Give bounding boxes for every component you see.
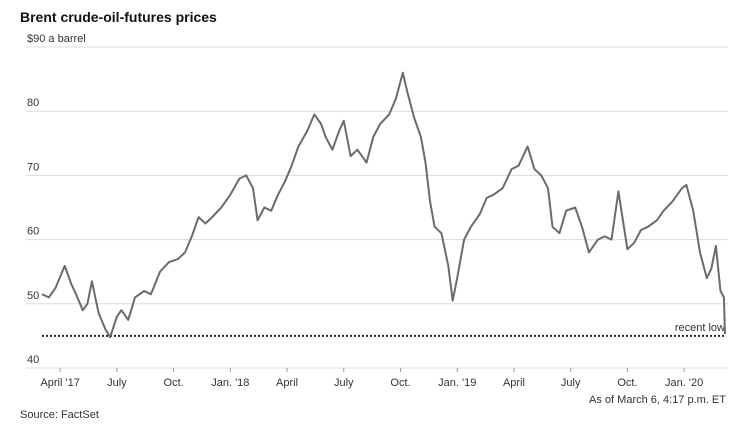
x-tick-label: July <box>107 377 127 389</box>
x-tick-label: July <box>561 377 581 389</box>
y-tick-label: $90 a barrel <box>27 33 86 45</box>
x-tick-label: April <box>503 377 525 389</box>
y-tick-label: 40 <box>27 354 39 366</box>
y-tick-label: 70 <box>27 161 39 173</box>
price-line <box>41 71 726 339</box>
reference-label: recent low <box>675 322 725 334</box>
y-tick-label: 50 <box>27 290 39 302</box>
x-tick-label: Jan. '20 <box>665 377 703 389</box>
x-tick-label: Jan. '18 <box>211 377 249 389</box>
x-tick-label: April <box>276 377 298 389</box>
x-tick-label: April '17 <box>40 377 79 389</box>
x-tick-label: Oct. <box>164 377 184 389</box>
y-tick-label: 60 <box>27 226 39 238</box>
chart-title: Brent crude-oil-futures prices <box>20 9 217 25</box>
source: Source: FactSet <box>20 409 99 421</box>
note: As of March 6, 4:17 p.m. ET <box>589 394 726 406</box>
y-tick-label: 80 <box>27 97 39 109</box>
x-tick-label: Oct. <box>617 377 637 389</box>
x-tick-label: July <box>334 377 354 389</box>
x-tick-label: Oct. <box>390 377 410 389</box>
x-tick-label: Jan. '19 <box>438 377 476 389</box>
